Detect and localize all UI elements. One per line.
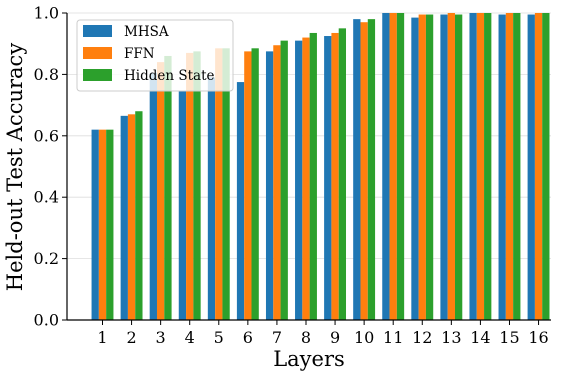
bar-mhsa-layer-2 xyxy=(120,115,128,320)
bar-hidden-state-layer-12 xyxy=(425,14,434,320)
bar-mhsa-layer-6 xyxy=(236,82,245,320)
y-tick-label: 0.0 xyxy=(34,311,59,330)
bar-ffn-layer-10 xyxy=(360,22,368,321)
bar-mhsa-layer-1 xyxy=(91,129,99,320)
x-tick-label: 4 xyxy=(185,328,195,347)
bar-mhsa-layer-5 xyxy=(207,77,216,320)
bar-ffn-layer-4 xyxy=(186,52,194,320)
bar-ffn-layer-16 xyxy=(534,13,543,320)
x-tick-label: 13 xyxy=(441,328,461,347)
bar-hidden-state-layer-15 xyxy=(513,13,521,320)
bar-ffn-layer-8 xyxy=(302,37,310,321)
x-tick-label: 2 xyxy=(126,328,136,347)
legend-label: MHSA xyxy=(124,24,169,40)
legend-box xyxy=(76,19,234,92)
bar-ffn-layer-5 xyxy=(215,48,223,321)
legend-swatch-ffn xyxy=(83,47,112,59)
bar-mhsa-layer-14 xyxy=(469,13,477,320)
bar-mhsa-layer-16 xyxy=(527,14,535,320)
bar-mhsa-layer-7 xyxy=(265,51,274,320)
bars-group xyxy=(91,13,550,321)
bar-ffn-layer-7 xyxy=(273,45,281,321)
legend-label: Hidden State xyxy=(124,68,215,84)
x-tick-label: 12 xyxy=(412,328,432,347)
bar-mhsa-layer-15 xyxy=(498,14,506,320)
bar-hidden-state-layer-3 xyxy=(164,55,172,320)
x-tick-label: 14 xyxy=(470,328,490,347)
bar-hidden-state-layer-5 xyxy=(222,48,230,321)
x-tick-label: 10 xyxy=(354,328,374,347)
bar-ffn-layer-15 xyxy=(505,13,514,320)
legend-label: FFN xyxy=(124,46,155,62)
bar-ffn-layer-3 xyxy=(156,62,165,321)
legend-swatch-hidden-state xyxy=(83,69,112,81)
x-ticks: 1 2 3 4 5 6 7 8 9 10 11 12 13 14 15 16 xyxy=(97,320,549,347)
bar-mhsa-layer-11 xyxy=(382,13,390,320)
bar-hidden-state-layer-14 xyxy=(484,13,492,320)
x-tick-label: 3 xyxy=(156,328,166,347)
bar-hidden-state-layer-2 xyxy=(135,111,143,321)
y-ticks: 0.0 0.2 0.4 0.6 0.8 1.0 xyxy=(34,4,67,330)
y-tick-label: 0.6 xyxy=(34,126,59,145)
bar-hidden-state-layer-13 xyxy=(454,14,463,320)
bar-ffn-layer-6 xyxy=(244,51,252,320)
bar-hidden-state-layer-6 xyxy=(251,48,259,321)
y-tick-label: 0.8 xyxy=(34,65,59,84)
axes-group xyxy=(66,13,551,321)
bar-mhsa-layer-9 xyxy=(324,36,332,321)
bar-hidden-state-layer-16 xyxy=(542,13,550,320)
bar-hidden-state-layer-4 xyxy=(193,51,201,320)
bar-hidden-state-layer-8 xyxy=(309,32,317,321)
bar-hidden-state-layer-11 xyxy=(396,13,405,320)
bar-ffn-layer-2 xyxy=(127,114,136,320)
x-tick-label: 11 xyxy=(383,328,403,347)
y-axis-label: Held-out Test Accuracy xyxy=(3,43,27,292)
bar-hidden-state-layer-9 xyxy=(338,28,347,320)
y-tick-label: 1.0 xyxy=(34,4,59,23)
bar-ffn-layer-11 xyxy=(389,13,397,320)
bar-ffn-layer-1 xyxy=(98,129,107,320)
legend: MHSA FFN Hidden State xyxy=(76,19,234,92)
x-axis-label: Layers xyxy=(273,347,345,371)
bar-mhsa-layer-12 xyxy=(411,17,419,320)
x-tick-label: 6 xyxy=(243,328,253,347)
bar-mhsa-layer-13 xyxy=(440,14,448,320)
bar-mhsa-layer-3 xyxy=(149,72,157,321)
x-tick-label: 9 xyxy=(330,328,340,347)
bar-hidden-state-layer-1 xyxy=(106,129,114,320)
legend-swatch-mhsa xyxy=(83,25,112,37)
bar-mhsa-layer-10 xyxy=(353,19,361,320)
bar-ffn-layer-12 xyxy=(418,14,426,320)
bar-mhsa-layer-8 xyxy=(295,40,303,320)
y-tick-label: 0.4 xyxy=(34,188,59,207)
x-tick-label: 1 xyxy=(97,328,107,347)
bar-ffn-layer-13 xyxy=(447,13,455,320)
x-tick-label: 8 xyxy=(301,328,311,347)
bar-ffn-layer-14 xyxy=(476,13,485,320)
x-tick-label: 7 xyxy=(272,328,282,347)
x-tick-label: 15 xyxy=(499,328,519,347)
bar-ffn-layer-9 xyxy=(331,32,339,321)
bar-hidden-state-layer-10 xyxy=(367,19,376,320)
y-tick-label: 0.2 xyxy=(34,249,59,268)
x-tick-label: 16 xyxy=(528,328,548,347)
bar-mhsa-layer-4 xyxy=(178,91,187,320)
x-tick-label: 5 xyxy=(214,328,224,347)
bar-hidden-state-layer-7 xyxy=(280,40,288,320)
